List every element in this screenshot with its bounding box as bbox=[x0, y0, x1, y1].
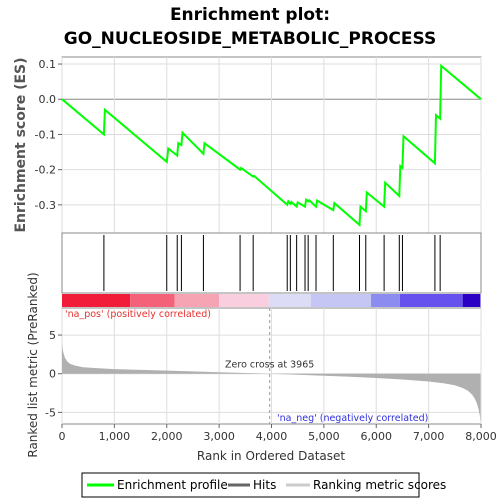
hits-panel bbox=[61, 232, 482, 294]
x-tick-label: 4,000 bbox=[256, 430, 288, 443]
positive-label: 'na_pos' (positively correlated) bbox=[65, 309, 211, 320]
x-tick-label: 5,000 bbox=[308, 430, 340, 443]
es-tick-label: 0.0 bbox=[39, 93, 57, 106]
metric-axis-ticks: 5 0 -5 bbox=[45, 329, 62, 419]
x-tick-label: 1,000 bbox=[99, 430, 131, 443]
es-axis-ticks: 0.1 0.0 -0.1 -0.2 -0.3 bbox=[35, 58, 62, 212]
metric-tick-label: 0 bbox=[49, 368, 56, 381]
zero-cross-label: Zero cross at 3965 bbox=[225, 360, 314, 371]
heat-band-segment bbox=[219, 294, 269, 307]
heat-band-segment bbox=[174, 294, 220, 307]
metric-tick-label: -5 bbox=[45, 406, 56, 419]
metric-axis-title: Ranked list metric (PreRanked) bbox=[26, 272, 40, 457]
legend-enrichment-label: Enrichment profile bbox=[117, 478, 228, 492]
es-tick-label: -0.2 bbox=[35, 164, 56, 177]
negative-label: 'na_neg' (negatively correlated) bbox=[277, 413, 428, 424]
metric-gridlines bbox=[61, 308, 482, 424]
heat-band-segment bbox=[130, 294, 175, 307]
legend-metric-label: Ranking metric scores bbox=[313, 478, 446, 492]
legend-hits-label: Hits bbox=[253, 478, 276, 492]
x-axis-title: Rank in Ordered Dataset bbox=[197, 449, 345, 463]
x-tick-label: 0 bbox=[59, 430, 66, 443]
ranking-heat-band bbox=[62, 294, 481, 307]
title-line-1: Enrichment plot: bbox=[170, 5, 330, 25]
heat-band-segment bbox=[310, 294, 372, 307]
es-tick-label: 0.1 bbox=[39, 58, 57, 71]
heat-band-segment bbox=[268, 294, 311, 307]
heat-band-segment bbox=[371, 294, 400, 307]
es-axis-title: Enrichment score (ES) bbox=[13, 57, 29, 232]
es-tick-label: -0.3 bbox=[35, 199, 56, 212]
es-gridlines bbox=[61, 57, 482, 233]
heat-band-segment bbox=[462, 294, 481, 307]
hit-markers bbox=[103, 235, 441, 291]
heat-band-segment bbox=[399, 294, 463, 307]
x-tick-label: 7,000 bbox=[413, 430, 445, 443]
x-tick-label: 3,000 bbox=[203, 430, 235, 443]
heat-band-segment bbox=[62, 294, 131, 307]
enrichment-profile-line bbox=[61, 63, 482, 227]
metric-tick-label: 5 bbox=[49, 329, 56, 342]
x-tick-label: 6,000 bbox=[361, 430, 393, 443]
x-tick-label: 2,000 bbox=[151, 430, 183, 443]
legend bbox=[81, 472, 420, 498]
x-tick-label: 8,000 bbox=[465, 430, 497, 443]
x-axis-ticks: 0 1,000 2,000 3,000 4,000 5,000 6,000 7,000 8,00… bbox=[59, 424, 497, 443]
es-tick-label: -0.1 bbox=[35, 128, 56, 141]
title-line-2: GO_NUCLEOSIDE_METABOLIC_PROCESS bbox=[64, 29, 436, 49]
